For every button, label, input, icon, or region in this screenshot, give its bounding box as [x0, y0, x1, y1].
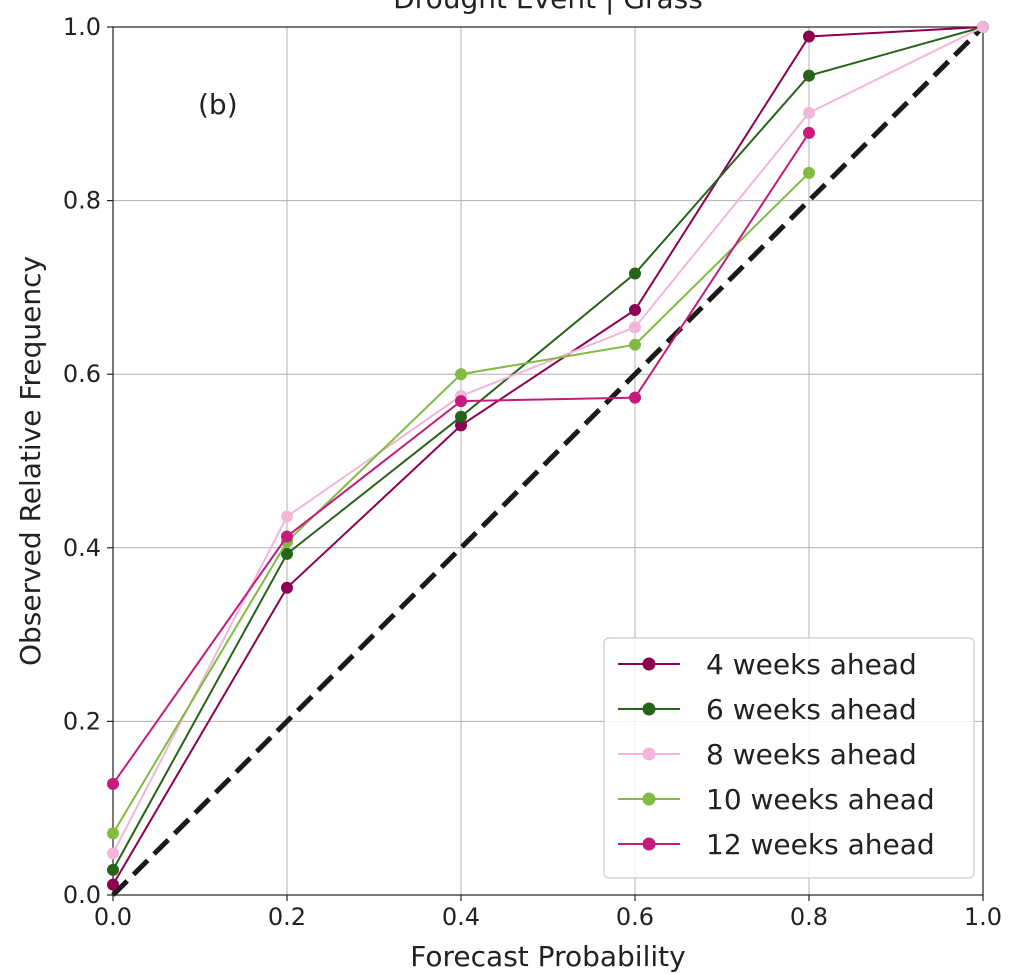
series-point — [629, 391, 641, 404]
series-point — [803, 126, 815, 139]
series-point — [455, 395, 467, 408]
series-4 — [107, 166, 815, 840]
legend-swatch-marker — [642, 792, 656, 806]
legend-swatch-marker — [642, 702, 656, 716]
series-point — [977, 21, 989, 33]
series-point — [803, 166, 815, 179]
legend-box — [603, 637, 975, 879]
y-tick-label: 1.0 — [63, 13, 101, 41]
legend-label: 6 weeks ahead — [706, 693, 917, 726]
series-line — [112, 26, 984, 886]
series-5 — [107, 126, 815, 790]
series-point — [455, 368, 467, 381]
y-tick-label: 0.4 — [63, 534, 101, 562]
reference-diagonal — [111, 25, 985, 897]
y-tick-label: 0.0 — [63, 881, 101, 909]
series-point — [803, 30, 815, 43]
y-tick-label: 0.6 — [63, 360, 101, 388]
chart-title: Drought Event | Grass — [393, 0, 703, 15]
series-point — [281, 510, 293, 523]
series-point — [629, 267, 641, 280]
series-point — [107, 878, 119, 891]
legend-label: 12 weeks ahead — [706, 828, 935, 861]
x-tick-label: 0.6 — [616, 903, 654, 931]
series-point — [803, 106, 815, 119]
legend-item: 4 weeks ahead — [618, 648, 917, 681]
legend-swatch-marker — [642, 657, 656, 671]
series-line — [112, 26, 984, 871]
legend-item: 10 weeks ahead — [618, 783, 935, 816]
legend-swatch-marker — [642, 837, 656, 851]
series-point — [107, 847, 119, 860]
series-line — [112, 26, 984, 854]
series-point — [803, 69, 815, 82]
series-layer — [107, 21, 989, 891]
series-point — [281, 581, 293, 594]
legend-label: 10 weeks ahead — [706, 783, 935, 816]
series-3 — [107, 21, 989, 860]
series-point — [107, 777, 119, 790]
y-tick-label: 0.2 — [63, 707, 101, 735]
series-point — [455, 419, 467, 432]
legend-label: 4 weeks ahead — [706, 648, 917, 681]
legend-item: 8 weeks ahead — [618, 738, 917, 771]
series-point — [629, 303, 641, 316]
x-tick-label: 0.0 — [94, 903, 132, 931]
panel-annotation: (b) — [198, 88, 238, 121]
perfect-reliability-line — [111, 25, 985, 897]
series-point — [107, 863, 119, 876]
series-point — [281, 547, 293, 560]
tick-labels: 0.0 0.2 0.4 0.6 0.8 1.0 0.0 0.2 0.4 0.6 0.8 1.0 — [63, 13, 1002, 931]
series-point — [455, 410, 467, 423]
x-tick-label: 0.4 — [442, 903, 480, 931]
legend-item: 6 weeks ahead — [618, 693, 917, 726]
y-tick-label: 0.8 — [63, 187, 101, 215]
y-axis-label: Observed Relative Frequency — [14, 256, 47, 666]
plot-frame — [112, 26, 984, 896]
series-point — [107, 827, 119, 840]
axes-frame — [112, 26, 984, 896]
x-tick-label: 0.2 — [268, 903, 306, 931]
series-point — [629, 321, 641, 334]
x-axis-label: Forecast Probability — [410, 940, 685, 973]
x-tick-label: 1.0 — [964, 903, 1002, 931]
legend-item: 12 weeks ahead — [618, 828, 935, 861]
series-point — [629, 338, 641, 351]
x-tick-label: 0.8 — [790, 903, 828, 931]
series-point — [281, 530, 293, 543]
legend: 4 weeks ahead 6 weeks ahead 8 weeks ahead 1… — [603, 637, 975, 879]
legend-swatch-marker — [642, 747, 656, 761]
legend-label: 8 weeks ahead — [706, 738, 917, 771]
